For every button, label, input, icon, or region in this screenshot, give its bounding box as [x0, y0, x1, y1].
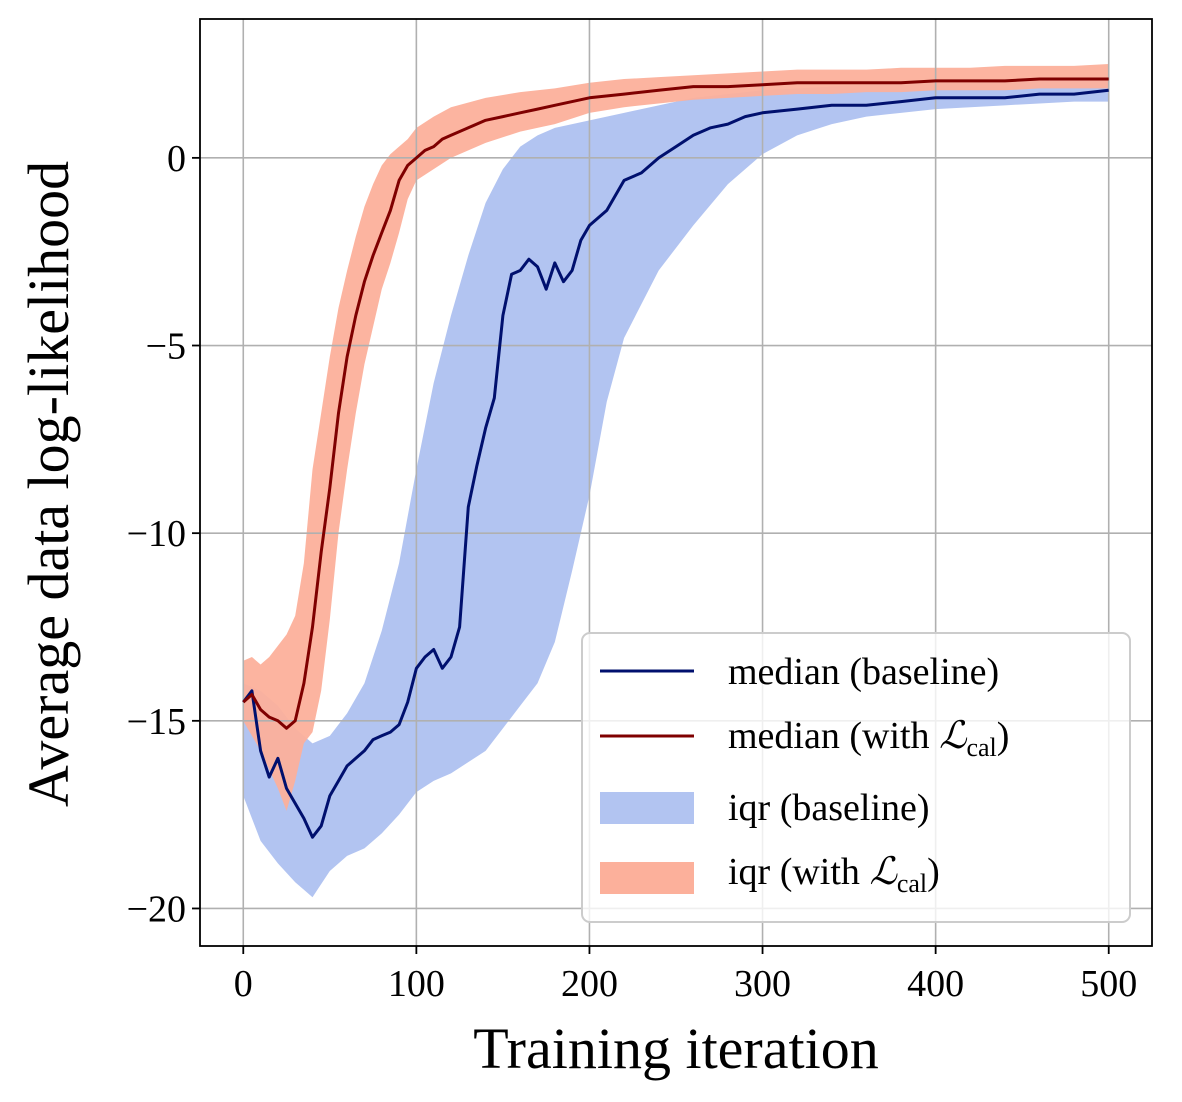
x-axis-title: Training iteration	[473, 1016, 878, 1081]
iqr-bands	[243, 64, 1109, 898]
y-tick-label: −20	[127, 888, 186, 930]
x-tick-label: 300	[734, 963, 791, 1005]
y-tick-label: −15	[127, 701, 186, 743]
y-tick-label: −5	[146, 326, 186, 368]
legend-label-median-baseline: median (baseline)	[728, 651, 999, 693]
x-axis-ticks: 0 100 200 300 400 500	[234, 946, 1137, 1005]
y-axis-title: Average data log-likelihood	[16, 161, 81, 807]
x-tick-label: 100	[388, 963, 445, 1005]
x-tick-label: 500	[1080, 963, 1137, 1005]
y-axis-ticks: 0 −5 −10 −15 −20	[127, 138, 200, 930]
legend-swatch-iqr-cal	[600, 862, 694, 894]
x-tick-label: 0	[234, 963, 253, 1005]
legend-swatch-iqr-baseline	[600, 792, 694, 824]
iqr-band-baseline	[243, 79, 1109, 898]
legend-label-median-cal: median (with ℒcal)	[728, 715, 1009, 762]
y-tick-label: −10	[127, 513, 186, 555]
legend-label-iqr-cal: iqr (with ℒcal)	[728, 851, 940, 898]
legend: median (baseline) median (with ℒcal) iqr…	[581, 632, 1131, 923]
x-tick-label: 400	[907, 963, 964, 1005]
calligraphic-L-symbol: ℒ	[939, 715, 968, 757]
y-tick-label: 0	[167, 138, 186, 180]
median-line-baseline	[242, 88, 1109, 839]
legend-label-iqr-baseline: iqr (baseline)	[728, 787, 930, 829]
plot-frame	[199, 18, 1153, 947]
median-lines	[242, 77, 1109, 839]
x-tick-label: 200	[561, 963, 618, 1005]
calligraphic-L-symbol: ℒ	[869, 851, 898, 893]
legend-frame	[581, 632, 1131, 923]
median-line-cal	[242, 77, 1109, 730]
